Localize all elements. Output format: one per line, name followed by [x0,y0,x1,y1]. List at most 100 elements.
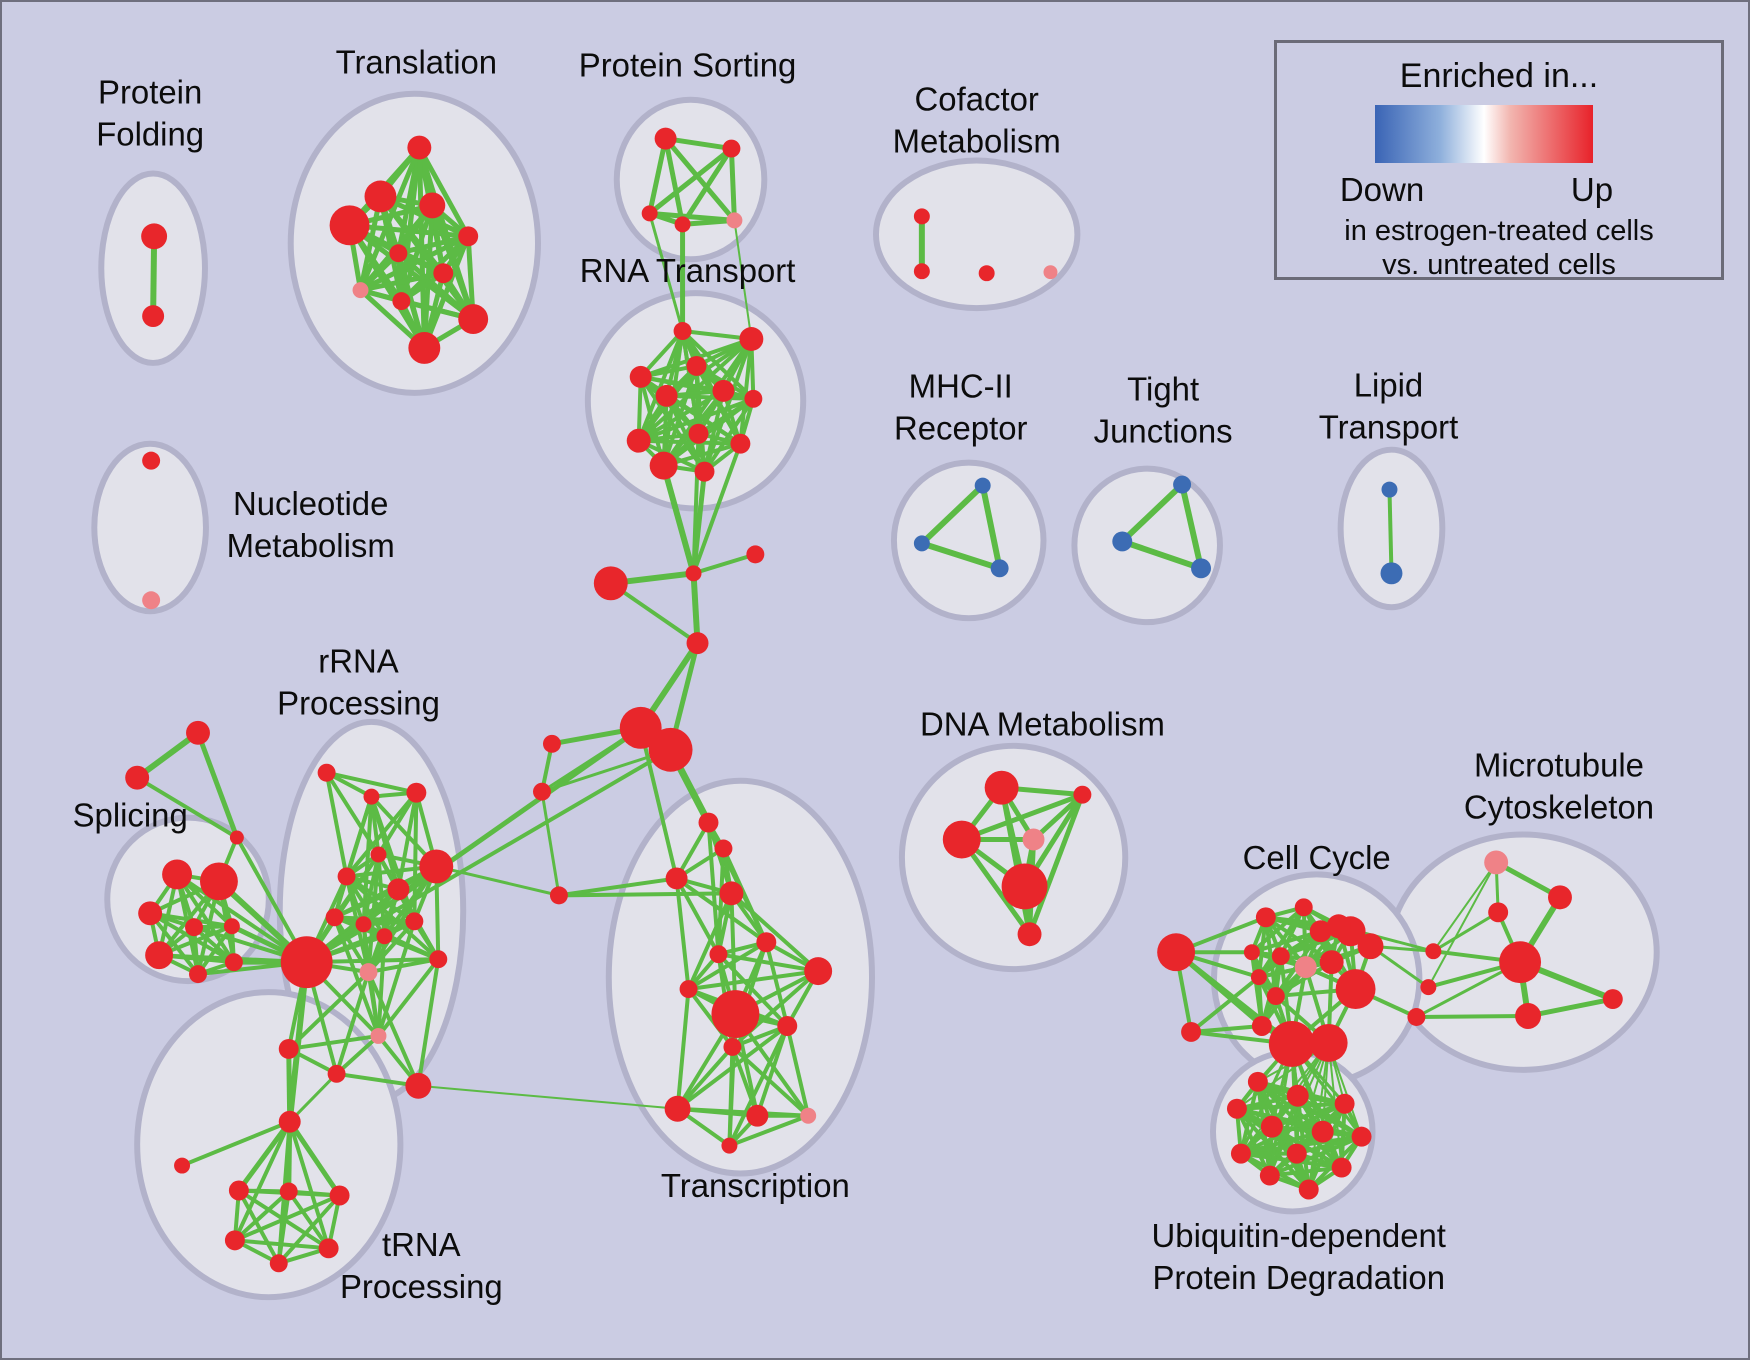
cluster-label-splicing: Splicing [73,796,188,833]
node-cellcycle-15 [1326,914,1351,939]
edge [287,1190,331,1250]
edge [366,971,421,1087]
cluster-label-cofactor: Cofactor [915,80,1039,117]
node-cellcycle-9 [1319,950,1344,975]
node-transcription-13 [800,1107,817,1124]
node-cellcycle-8 [1294,956,1317,979]
node-mhc-2 [990,559,1009,578]
node-mhc-0 [974,477,991,494]
node-transcription-11 [664,1095,691,1122]
node-cellcycle-4 [1309,920,1332,943]
node-microtubule-1 [1548,885,1572,910]
node-translation-5 [389,244,408,263]
node-rna_transport-1 [739,327,764,351]
cluster-label-rna_transport: RNA Transport [580,252,796,289]
edge [1295,1042,1330,1154]
cluster-label-dna: DNA Metabolism [920,706,1165,743]
edge [1527,996,1614,1019]
node-translation-10 [408,332,441,364]
edge [731,1045,810,1118]
edge [730,1046,760,1117]
node-tight-2 [1191,558,1212,579]
edge [702,397,756,473]
node-cellcycle-14 [1309,1023,1348,1062]
node-connectors-4 [619,706,662,749]
edge [149,911,308,964]
edge [1432,911,1499,953]
node-ubiquitin-6 [1351,1126,1372,1147]
edge [416,958,441,1087]
edge [663,138,686,225]
cluster-label-trna: Processing [340,1268,503,1305]
node-transcription-5 [709,945,728,964]
node-ubiquitin-2 [1334,1093,1355,1114]
edge [686,892,734,990]
node-rrna-4 [337,867,356,886]
edge [638,396,755,443]
edge [324,772,349,877]
node-trna-6 [318,1238,339,1259]
node-dna-3 [1022,828,1045,851]
node-trna-7 [269,1254,288,1273]
edge [979,484,1003,569]
node-rna_transport-6 [744,389,763,408]
node-splicing-6 [189,965,207,984]
edge [718,952,819,974]
node-protein_folding-0 [141,223,168,250]
node-rrna-7 [325,908,344,927]
edge [1307,1042,1330,1190]
edge [287,1120,342,1197]
node-splicing-7 [224,953,243,972]
node-cellcycle-2 [1255,907,1276,928]
node-nucleotide-1 [142,591,161,610]
cluster-label-tight: Tight [1127,371,1199,408]
node-protein_sorting-2 [641,205,658,222]
node-rrna-12 [359,963,378,982]
node-cellcycle-11 [1266,987,1285,1006]
node-ubiquitin-11 [1298,1179,1319,1200]
node-rna_transport-7 [688,423,709,444]
edge [558,876,677,898]
node-cofactor-3 [1043,265,1058,280]
node-translation-9 [458,304,489,335]
edge [675,988,691,1109]
node-dna-1 [1073,785,1092,804]
node-translation-7 [352,282,369,299]
edge [648,146,733,216]
edge [680,147,734,226]
node-translation-2 [419,192,446,219]
node-connectors-7 [533,782,551,801]
edge [638,438,741,446]
node-cofactor-2 [978,265,995,282]
node-dna-0 [984,770,1019,805]
node-ubiquitin-9 [1259,1165,1280,1186]
cluster-label-ubiquitin: Protein Degradation [1152,1259,1445,1296]
edge [287,1121,331,1249]
cluster-label-mhc: MHC-II [909,368,1013,405]
edge [288,1033,379,1051]
cluster-label-microtubule: Cytoskeleton [1464,788,1654,825]
edge [1250,905,1306,954]
edge [1179,483,1204,569]
node-splicing-0 [162,859,193,890]
node-rna_transport-4 [655,384,678,407]
node-rna_transport-0 [673,322,692,341]
edge [336,1071,419,1088]
edge [686,987,735,1049]
node-rna_transport-11 [694,461,715,482]
node-transcription-0 [698,812,719,833]
edge [344,875,387,938]
edge [1269,1134,1363,1178]
edge [360,270,444,293]
node-translation-1 [364,180,397,213]
edge [691,443,743,574]
edge [738,338,754,444]
edge [233,1190,291,1242]
node-connectors-13 [1420,979,1437,996]
node-cellcycle-13 [1268,1020,1315,1067]
edge [540,791,561,896]
legend-caption-line1: in estrogen-treated cells [1344,215,1654,247]
cluster-label-tight: Junctions [1094,412,1233,449]
node-tight-0 [1173,475,1192,494]
